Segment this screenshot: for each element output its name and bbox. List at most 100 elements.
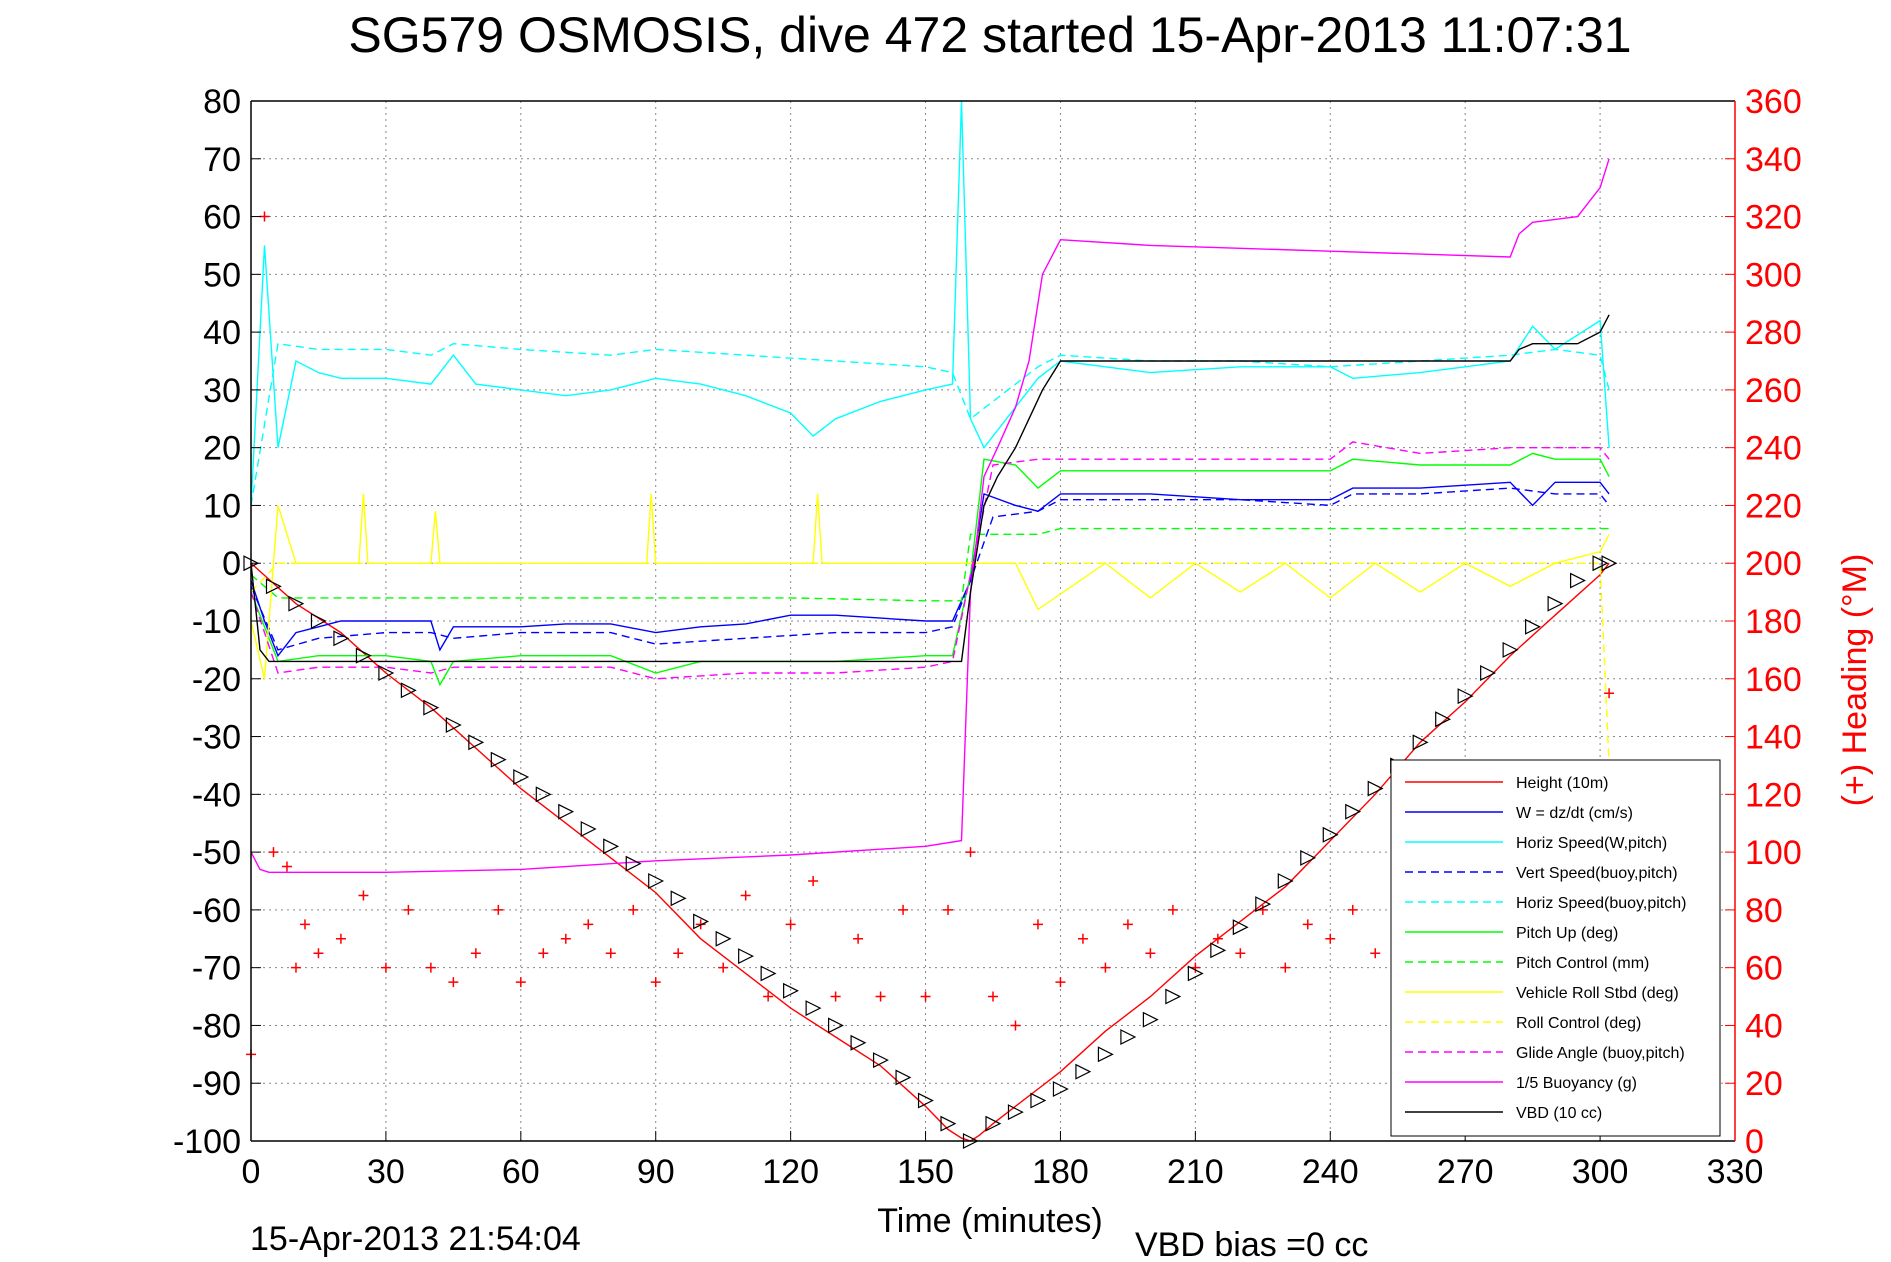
data-point-marker — [760, 965, 777, 982]
data-point-marker — [1525, 618, 1541, 635]
y-tick-label: 30 — [203, 372, 241, 410]
data-point-marker — [1142, 1011, 1159, 1028]
series-glide-angle-buoy-pitch — [250, 441, 1610, 680]
legend-box — [1390, 759, 1721, 1137]
series-vert-speed-buoy-pitch — [250, 487, 1610, 651]
series-line — [250, 100, 1610, 506]
legend-entry: Height (10m) — [1516, 775, 1608, 792]
y2-tick-label: 100 — [1745, 834, 1802, 872]
data-point-marker — [1412, 734, 1429, 751]
y2-tick-label: 360 — [1745, 83, 1802, 121]
y-tick-label: 0 — [222, 545, 241, 583]
y-tick-labels: 80 70 60 50 40 30 20 10 0 -10 -20 -30 -40 -50 -60 -70 -8… — [173, 83, 241, 1161]
heading-point — [313, 948, 324, 959]
data-point-marker — [1007, 1104, 1024, 1121]
x-axis-label: Time (minutes) — [877, 1202, 1102, 1240]
heading-point — [628, 904, 639, 915]
y-tick-label: -20 — [192, 661, 241, 699]
series-vehicle-roll-stbd-deg — [250, 493, 1610, 679]
y2-tick-label: 140 — [1745, 719, 1802, 757]
footer-vbd-bias: VBD bias =0 cc — [1135, 1226, 1368, 1262]
y-tick-label: -90 — [192, 1065, 241, 1103]
data-point-marker — [1210, 942, 1227, 959]
data-point-marker — [1232, 919, 1249, 936]
data-point-marker — [1277, 873, 1294, 889]
data-point-marker — [917, 1092, 934, 1109]
data-point-marker — [1592, 555, 1609, 572]
data-point-marker — [400, 682, 417, 699]
series-line — [250, 487, 1610, 651]
series-line — [250, 158, 1610, 873]
heading-point — [830, 991, 841, 1002]
y2-tick-label: 220 — [1745, 487, 1802, 525]
y2-tick-label: 320 — [1745, 199, 1802, 237]
y2-tick-label: 40 — [1745, 1007, 1783, 1045]
y2-tick-label: 200 — [1745, 545, 1802, 583]
legend-entry: 1/5 Buoyancy (g) — [1516, 1075, 1637, 1092]
legend: Height (10m) W = dz/dt (cm/s) Horiz Speed(… — [1390, 759, 1721, 1137]
data-point-marker — [445, 717, 462, 733]
data-point-marker — [1367, 780, 1384, 797]
heading-point — [538, 948, 549, 959]
legend-entry: Glide Angle (buoy,pitch) — [1516, 1045, 1685, 1062]
y-tick-label: 70 — [203, 141, 241, 179]
data-point-marker — [535, 786, 552, 803]
heading-point — [470, 948, 481, 959]
footer-timestamp: 15-Apr-2013 21:54:04 — [250, 1220, 581, 1258]
legend-entry: VBD (10 cc) — [1516, 1105, 1602, 1122]
data-point-marker — [1502, 641, 1519, 658]
legend-entry: Pitch Control (mm) — [1516, 955, 1649, 972]
data-point-marker — [1120, 1029, 1137, 1045]
data-point-marker — [490, 751, 507, 768]
data-point-marker — [872, 1052, 889, 1069]
x-tick-label: 30 — [367, 1153, 405, 1191]
data-point-marker — [288, 595, 305, 612]
heading-point — [740, 890, 751, 901]
series-line — [250, 481, 1610, 658]
series-horiz-speed-buoy-pitch — [250, 342, 1610, 506]
heading-point — [268, 847, 279, 858]
y2-tick-label: 20 — [1745, 1065, 1783, 1103]
data-point-marker — [355, 647, 372, 664]
series-line — [250, 493, 1610, 679]
heading-point — [259, 211, 270, 222]
heading-point — [583, 919, 594, 930]
legend-entry: Horiz Speed(W,pitch) — [1516, 835, 1667, 852]
heading-point — [673, 948, 684, 959]
x-tick-label: 0 — [242, 1153, 261, 1191]
heading-point — [1604, 688, 1615, 699]
y2-tick-label: 160 — [1745, 661, 1802, 699]
heading-point — [1122, 919, 1133, 930]
data-point-marker — [738, 948, 755, 965]
y-tick-label: -100 — [173, 1123, 241, 1161]
heading-point — [358, 890, 369, 901]
x-tick-label: 270 — [1437, 1153, 1494, 1191]
series-line — [250, 562, 1610, 766]
heading-point — [403, 904, 414, 915]
series-line — [250, 342, 1610, 506]
y-tick-label: 20 — [203, 430, 241, 468]
y-tick-label: 60 — [203, 199, 241, 237]
x-tick-label: 330 — [1707, 1153, 1764, 1191]
heading-point — [1010, 1020, 1021, 1031]
heading-point — [380, 962, 391, 973]
heading-point — [1077, 933, 1088, 944]
data-point-marker — [1345, 803, 1362, 820]
data-point-marker — [1480, 665, 1497, 681]
x-tick-label: 300 — [1572, 1153, 1629, 1191]
x-tick-label: 120 — [762, 1153, 819, 1191]
y-tick-label: 50 — [203, 256, 241, 294]
heading-point — [299, 919, 310, 930]
heading-point — [920, 991, 931, 1002]
y2-tick-label: 80 — [1745, 892, 1783, 930]
y2-tick-label: 280 — [1745, 314, 1802, 352]
data-point-marker — [333, 630, 350, 647]
data-point-marker — [603, 838, 620, 855]
x-tick-label: 90 — [637, 1153, 675, 1191]
heading-point — [1100, 962, 1111, 973]
heading-point — [335, 933, 346, 944]
heading-point — [290, 962, 301, 973]
y-tick-label: -70 — [192, 950, 241, 988]
y2-tick-label: 0 — [1745, 1123, 1764, 1161]
x-tick-label: 210 — [1167, 1153, 1224, 1191]
